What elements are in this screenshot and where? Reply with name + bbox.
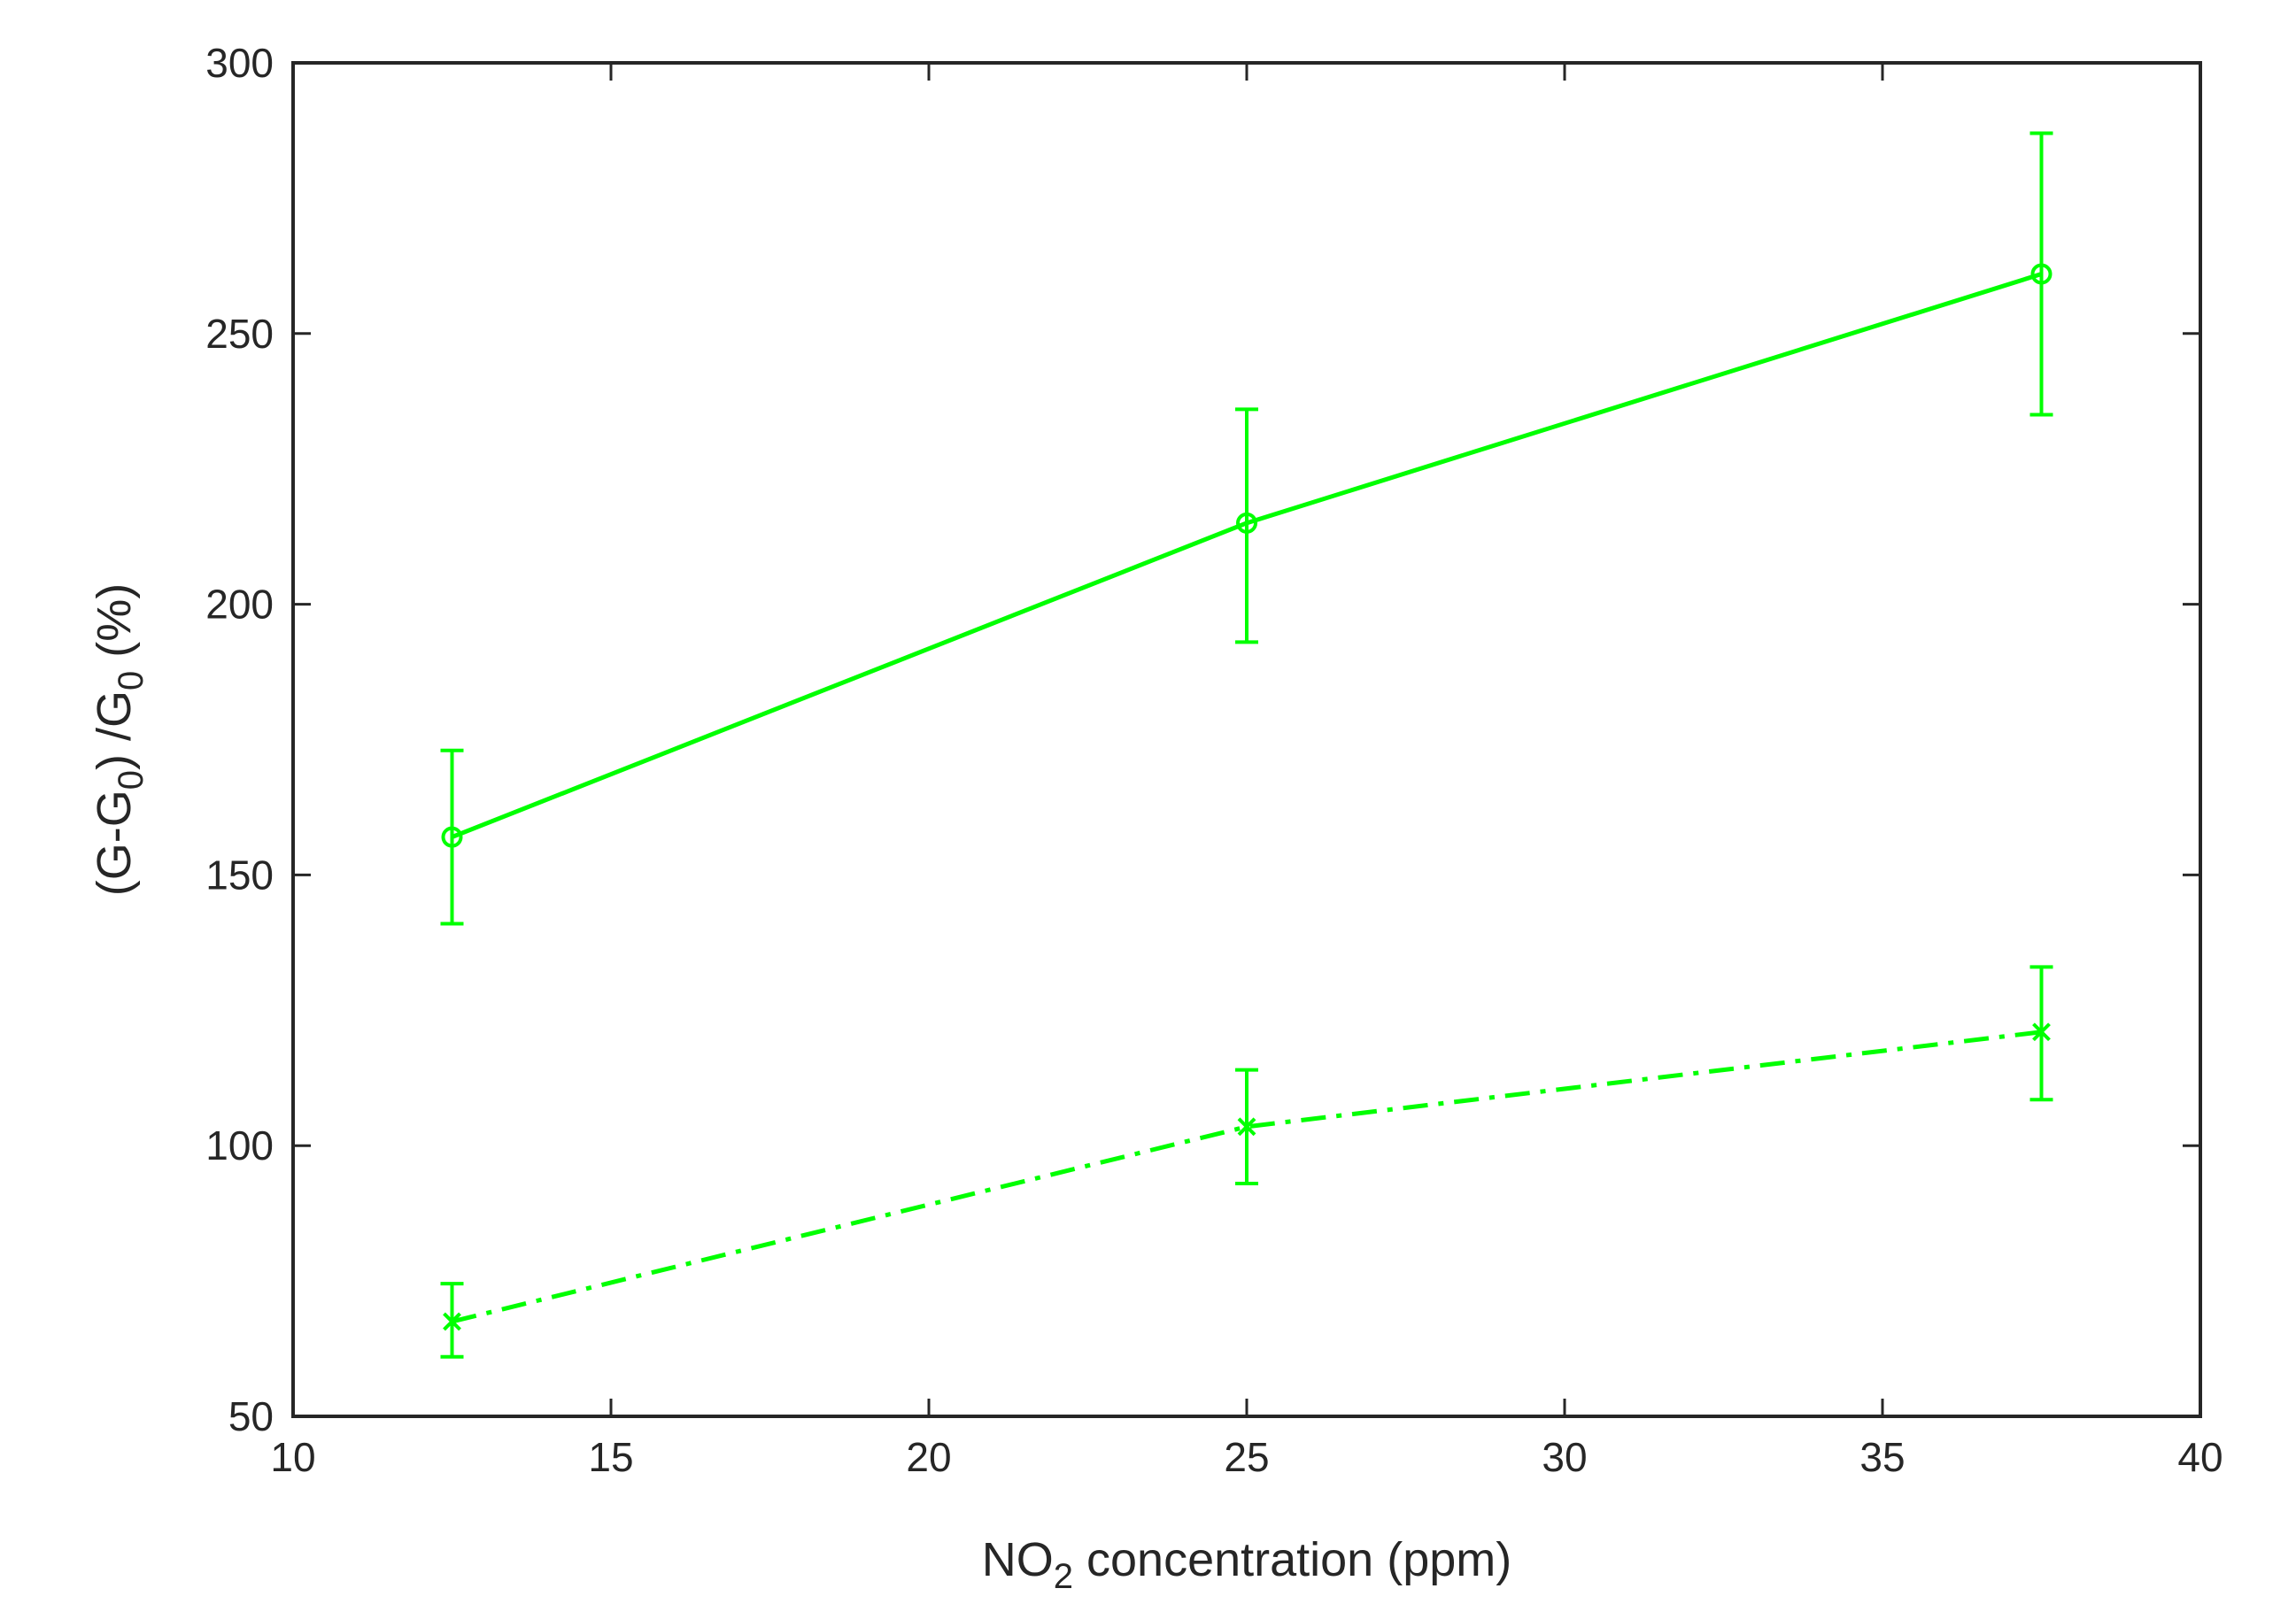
y-tick-label: 50: [228, 1393, 274, 1439]
x-tick-label: 40: [2177, 1434, 2223, 1480]
y-axis-label-sub2: 0: [112, 671, 151, 690]
y-tick-label: 200: [205, 582, 274, 628]
data-point-x: [443, 1312, 461, 1331]
data-point-circle: [441, 826, 463, 848]
data-point-x: [2032, 1022, 2051, 1042]
x-tick-label: 20: [906, 1434, 951, 1480]
x-tick-label: 15: [588, 1434, 633, 1480]
data-marks: [440, 131, 2053, 1359]
y-tick-label: 100: [205, 1122, 274, 1168]
data-point-x-stroke: [443, 1312, 461, 1331]
data-point-x-stroke: [2032, 1022, 2051, 1042]
x-axis-label-post: concentration (ppm): [1073, 1533, 1511, 1586]
y-axis-label-part1: (G-G: [88, 790, 141, 896]
y-axis-label: (G-G0) /G0 (%): [88, 583, 151, 896]
y-tick-label: 250: [205, 311, 274, 357]
series-2-line: [451, 1029, 2042, 1324]
x-tick-label: 30: [1542, 1434, 1587, 1480]
x-axis-label-pre: NO: [982, 1533, 1054, 1586]
y-axis-label-part2: ) /G: [88, 690, 141, 770]
y-tick-label: 300: [205, 40, 274, 86]
series-2: [440, 965, 2053, 1359]
data-point-circle: [2030, 263, 2052, 285]
series-1: [440, 131, 2053, 926]
axis-ticks: 10 15 20 25 30 35 40 50 100 150 200 250 300: [205, 40, 2223, 1480]
x-tick-label: 25: [1224, 1434, 1269, 1480]
y-axis-label-sub1: 0: [112, 770, 151, 790]
y-tick-label: 150: [205, 852, 274, 898]
x-tick-label: 35: [1859, 1434, 1905, 1480]
x-axis-label-sub: 2: [1054, 1557, 1073, 1596]
data-point-x: [1237, 1117, 1256, 1137]
y-axis-label-part3: (%): [88, 583, 141, 671]
data-point-circle: [1236, 512, 1257, 534]
x-axis-label: NO2 concentration (ppm): [982, 1533, 1511, 1596]
data-point-x-stroke: [1237, 1117, 1256, 1137]
x-tick-label: 10: [270, 1434, 315, 1480]
